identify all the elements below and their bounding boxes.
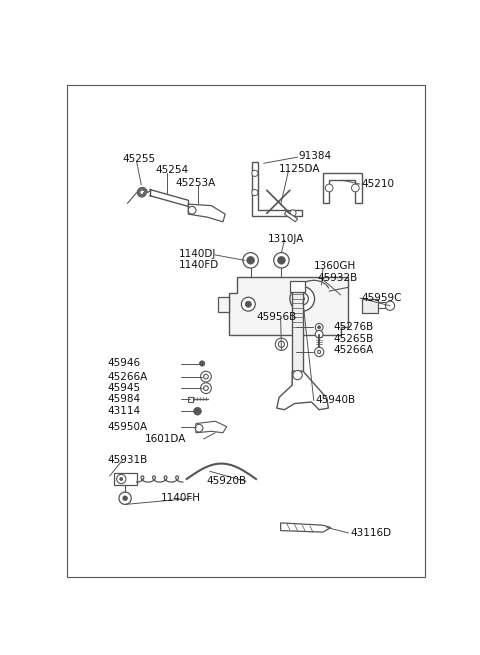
Circle shape bbox=[314, 347, 324, 356]
Circle shape bbox=[245, 301, 252, 307]
Circle shape bbox=[315, 324, 323, 331]
Circle shape bbox=[204, 374, 208, 379]
Circle shape bbox=[315, 330, 323, 338]
Polygon shape bbox=[114, 473, 137, 485]
Circle shape bbox=[300, 297, 304, 301]
Circle shape bbox=[188, 206, 196, 214]
Text: 45932B: 45932B bbox=[318, 273, 358, 283]
Text: 45950A: 45950A bbox=[108, 422, 147, 432]
Circle shape bbox=[247, 257, 254, 264]
Circle shape bbox=[351, 184, 359, 192]
Circle shape bbox=[195, 424, 203, 432]
Circle shape bbox=[199, 361, 205, 366]
Text: 45253A: 45253A bbox=[175, 178, 216, 187]
Circle shape bbox=[117, 474, 126, 483]
Circle shape bbox=[290, 286, 314, 311]
Text: 45984: 45984 bbox=[108, 394, 141, 404]
Bar bbox=[292, 290, 303, 386]
Text: 91384: 91384 bbox=[299, 151, 332, 160]
Polygon shape bbox=[323, 172, 361, 203]
Text: 45956B: 45956B bbox=[257, 312, 297, 322]
Circle shape bbox=[252, 170, 258, 176]
Text: 45959C: 45959C bbox=[361, 293, 402, 303]
Text: 1601DA: 1601DA bbox=[144, 434, 186, 444]
Text: 45920B: 45920B bbox=[206, 476, 246, 486]
Text: 1140FD: 1140FD bbox=[179, 260, 219, 270]
Polygon shape bbox=[217, 297, 229, 312]
Bar bbox=[188, 397, 193, 402]
Polygon shape bbox=[252, 162, 302, 215]
Text: 43114: 43114 bbox=[108, 406, 141, 416]
Circle shape bbox=[243, 253, 258, 268]
Text: 1310JA: 1310JA bbox=[267, 234, 304, 244]
Text: 45266A: 45266A bbox=[108, 371, 148, 382]
Circle shape bbox=[325, 184, 333, 192]
Circle shape bbox=[385, 301, 395, 310]
Circle shape bbox=[296, 293, 308, 305]
Circle shape bbox=[277, 257, 285, 264]
Text: 45265B: 45265B bbox=[333, 334, 373, 344]
Circle shape bbox=[318, 350, 321, 354]
Circle shape bbox=[290, 210, 296, 216]
Polygon shape bbox=[188, 204, 225, 222]
Circle shape bbox=[201, 371, 211, 382]
Circle shape bbox=[204, 386, 208, 390]
Text: 45945: 45945 bbox=[108, 383, 141, 393]
Circle shape bbox=[293, 371, 302, 380]
Polygon shape bbox=[196, 421, 227, 433]
Text: 45255: 45255 bbox=[123, 155, 156, 164]
Circle shape bbox=[275, 338, 288, 350]
Circle shape bbox=[318, 326, 321, 329]
Text: 43116D: 43116D bbox=[350, 528, 391, 538]
Polygon shape bbox=[277, 371, 328, 409]
Text: 45946: 45946 bbox=[108, 358, 141, 369]
Circle shape bbox=[278, 341, 285, 347]
Text: 1125DA: 1125DA bbox=[278, 164, 320, 174]
Text: 45931B: 45931B bbox=[108, 455, 148, 465]
Circle shape bbox=[123, 496, 127, 500]
Circle shape bbox=[252, 189, 258, 196]
Text: 1140FH: 1140FH bbox=[161, 493, 201, 503]
Circle shape bbox=[119, 492, 131, 504]
Text: 45940B: 45940B bbox=[315, 396, 355, 405]
Text: 45276B: 45276B bbox=[333, 322, 373, 332]
Text: 1140DJ: 1140DJ bbox=[179, 249, 216, 259]
Polygon shape bbox=[229, 277, 348, 335]
Text: 45210: 45210 bbox=[361, 179, 395, 189]
Text: 45266A: 45266A bbox=[333, 345, 373, 356]
Polygon shape bbox=[285, 211, 298, 222]
Text: 1360GH: 1360GH bbox=[314, 261, 356, 271]
Circle shape bbox=[193, 407, 201, 415]
Circle shape bbox=[274, 253, 289, 268]
Circle shape bbox=[241, 297, 255, 311]
Circle shape bbox=[120, 477, 123, 481]
Bar bbox=[362, 299, 378, 312]
Text: 45254: 45254 bbox=[155, 165, 188, 176]
Bar bbox=[290, 281, 305, 292]
Polygon shape bbox=[281, 523, 331, 532]
Circle shape bbox=[201, 383, 211, 394]
